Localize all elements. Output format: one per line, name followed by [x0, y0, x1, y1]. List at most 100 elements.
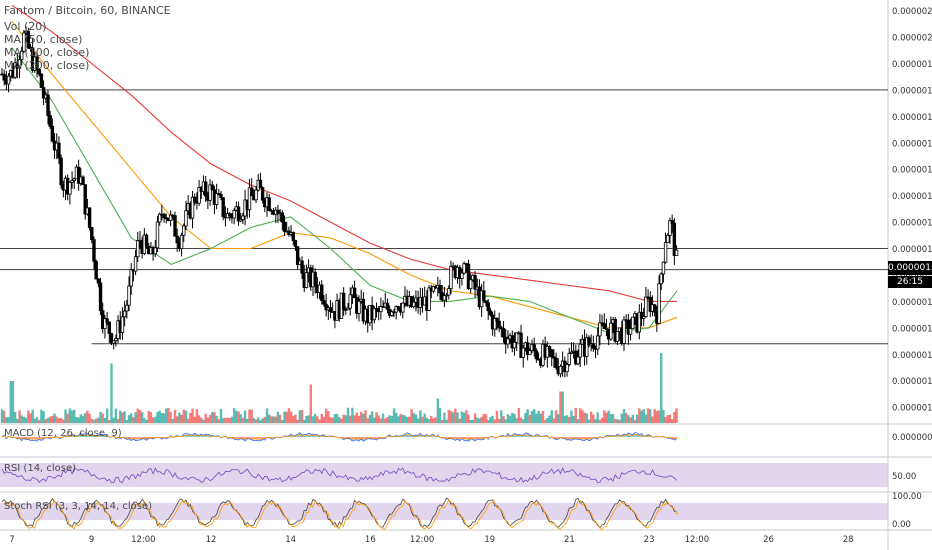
macd-histogram-bar: [408, 435, 411, 437]
candle-body: [352, 287, 357, 299]
candle-body: [129, 269, 133, 287]
macd-histogram-bar: [294, 436, 297, 437]
candle-body: [558, 366, 563, 375]
volume-bar: [583, 412, 586, 423]
volume-bar: [660, 353, 663, 423]
macd-histogram-bar: [244, 437, 247, 440]
candle-body: [59, 157, 63, 186]
candle-body: [276, 209, 280, 214]
time-axis[interactable]: 7 9 12:00 12 14 16 12:00 19 21 23 12:00 26 28: [9, 535, 853, 545]
candle-body: [666, 234, 670, 243]
ma100-line: [11, 20, 678, 329]
candle-body: [87, 207, 92, 228]
candle-body: [341, 292, 346, 310]
macd-histogram-bar: [95, 436, 98, 437]
volume-bar: [473, 413, 477, 423]
macd-histogram-bar: [90, 435, 93, 437]
candle-body: [442, 295, 447, 301]
volume-bar: [59, 417, 63, 423]
volume-bar: [307, 415, 310, 423]
volume-bar: [311, 416, 315, 423]
macd-histogram-bar: [526, 434, 529, 437]
volume-bar: [438, 407, 442, 423]
macd-histogram-bar: [290, 435, 293, 437]
macd-histogram-bar: [101, 435, 104, 437]
macd-histogram-bar: [250, 437, 253, 439]
candle-body: [431, 286, 436, 292]
volume-bar: [202, 419, 205, 423]
candle-body: [615, 331, 620, 342]
macd-histogram-bar: [423, 436, 426, 437]
rsi-label[interactable]: RSI (14, close): [4, 463, 77, 474]
macd-histogram-bar: [557, 437, 560, 439]
legend-vol[interactable]: Vol (20): [4, 20, 47, 33]
macd-histogram-bar: [531, 436, 534, 437]
volume-bar: [381, 413, 385, 423]
volume-bar: [84, 413, 87, 423]
volume-bar: [349, 415, 352, 423]
volume-bar: [156, 411, 159, 423]
macd-histogram-bar: [187, 435, 190, 437]
volume-bar: [232, 408, 236, 423]
candle-body: [372, 308, 377, 321]
macd-histogram-bar: [79, 434, 82, 437]
candle-body: [197, 187, 201, 204]
macd-histogram-bar: [82, 435, 85, 437]
volume-bar: [48, 416, 52, 423]
candle-body: [585, 337, 589, 357]
candle-body: [552, 356, 556, 359]
candle-body: [444, 294, 449, 297]
volume-bar: [609, 414, 613, 423]
volume-bar: [410, 409, 413, 423]
volume-bar: [627, 415, 630, 423]
candle-body: [105, 318, 109, 323]
candle-body: [569, 351, 574, 354]
macd-histogram-bar: [301, 435, 304, 437]
plot-background: [0, 0, 888, 550]
volume-bar: [662, 409, 665, 423]
volume-bar: [132, 417, 135, 423]
volume-bar: [261, 418, 264, 423]
macd-histogram-bar: [237, 437, 240, 439]
macd-histogram-bar: [130, 437, 133, 440]
candle-body: [76, 166, 81, 184]
macd-histogram-bar: [132, 437, 135, 439]
candle-body: [462, 263, 466, 274]
volume-bar: [226, 417, 229, 423]
candle-body: [390, 311, 394, 316]
volume-bar: [594, 419, 597, 423]
volume-bar: [508, 415, 512, 423]
volume-bar: [57, 418, 61, 423]
legend-ma50[interactable]: MA (50, close): [4, 33, 83, 46]
candle-body: [547, 346, 552, 351]
volume-bar: [70, 410, 74, 423]
price-tick-label: 0.00000175: [892, 166, 932, 176]
stoch-label[interactable]: Stoch RSI (3, 3, 14, 14, close): [4, 501, 152, 512]
candle-body: [495, 318, 499, 322]
candle-body: [239, 219, 243, 222]
volume-bar: [557, 414, 560, 423]
volume-bar: [270, 416, 273, 423]
macd-histogram-bar: [506, 434, 509, 437]
volume-bar: [246, 418, 249, 423]
legend-ma100[interactable]: MA (100, close): [4, 46, 90, 59]
candle-body: [637, 311, 642, 333]
volume-bar: [515, 418, 518, 423]
candle-body: [96, 278, 101, 284]
macd-histogram-bar: [27, 437, 30, 439]
rsi-tick-label: 50.00: [892, 472, 916, 482]
candle-body: [26, 30, 30, 48]
macd-histogram-bar: [535, 435, 538, 437]
volume-bar: [147, 410, 150, 423]
macd-label[interactable]: MACD (12, 26, close, 9): [4, 428, 122, 439]
macd-histogram-bar: [482, 437, 485, 439]
volume-bar: [68, 408, 72, 423]
macd-histogram-bar: [209, 435, 212, 437]
macd-histogram-bar: [347, 437, 350, 438]
macd-histogram-bar: [272, 437, 275, 439]
legend-ma200[interactable]: MA (200, close): [4, 59, 90, 72]
rsi-band: [0, 463, 888, 487]
volume-bar: [90, 418, 93, 423]
volume-bar: [138, 410, 142, 423]
